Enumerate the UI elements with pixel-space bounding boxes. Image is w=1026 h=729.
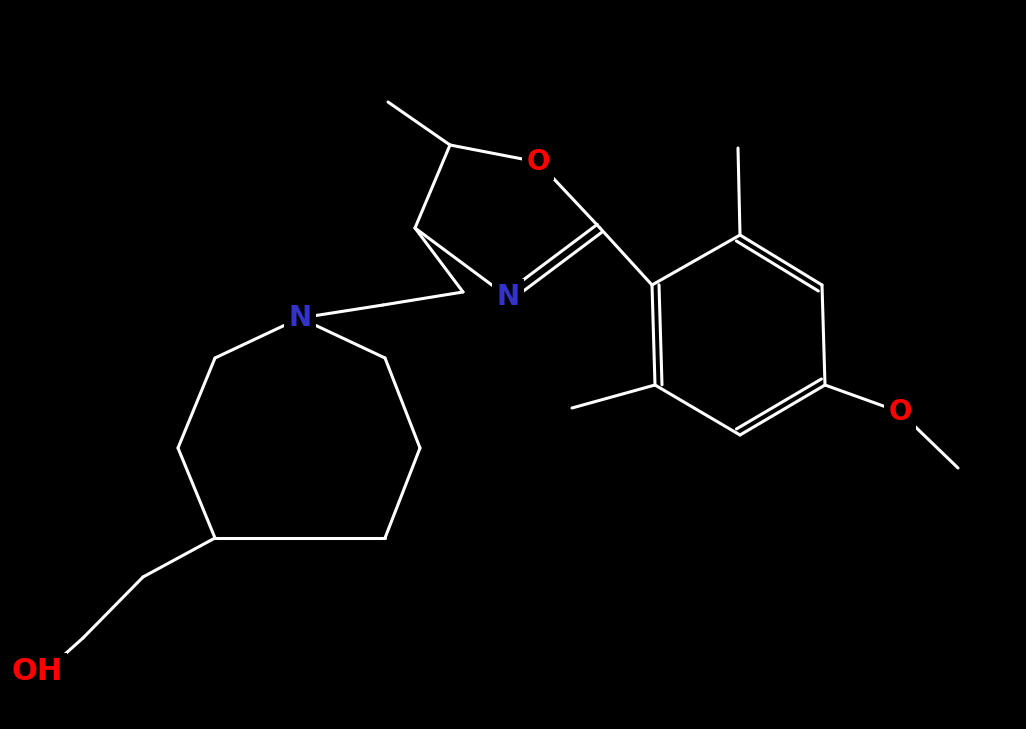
Text: O: O	[889, 398, 912, 426]
Text: OH: OH	[11, 658, 63, 687]
Text: O: O	[526, 148, 550, 176]
Text: N: N	[288, 304, 312, 332]
Text: N: N	[497, 283, 519, 311]
